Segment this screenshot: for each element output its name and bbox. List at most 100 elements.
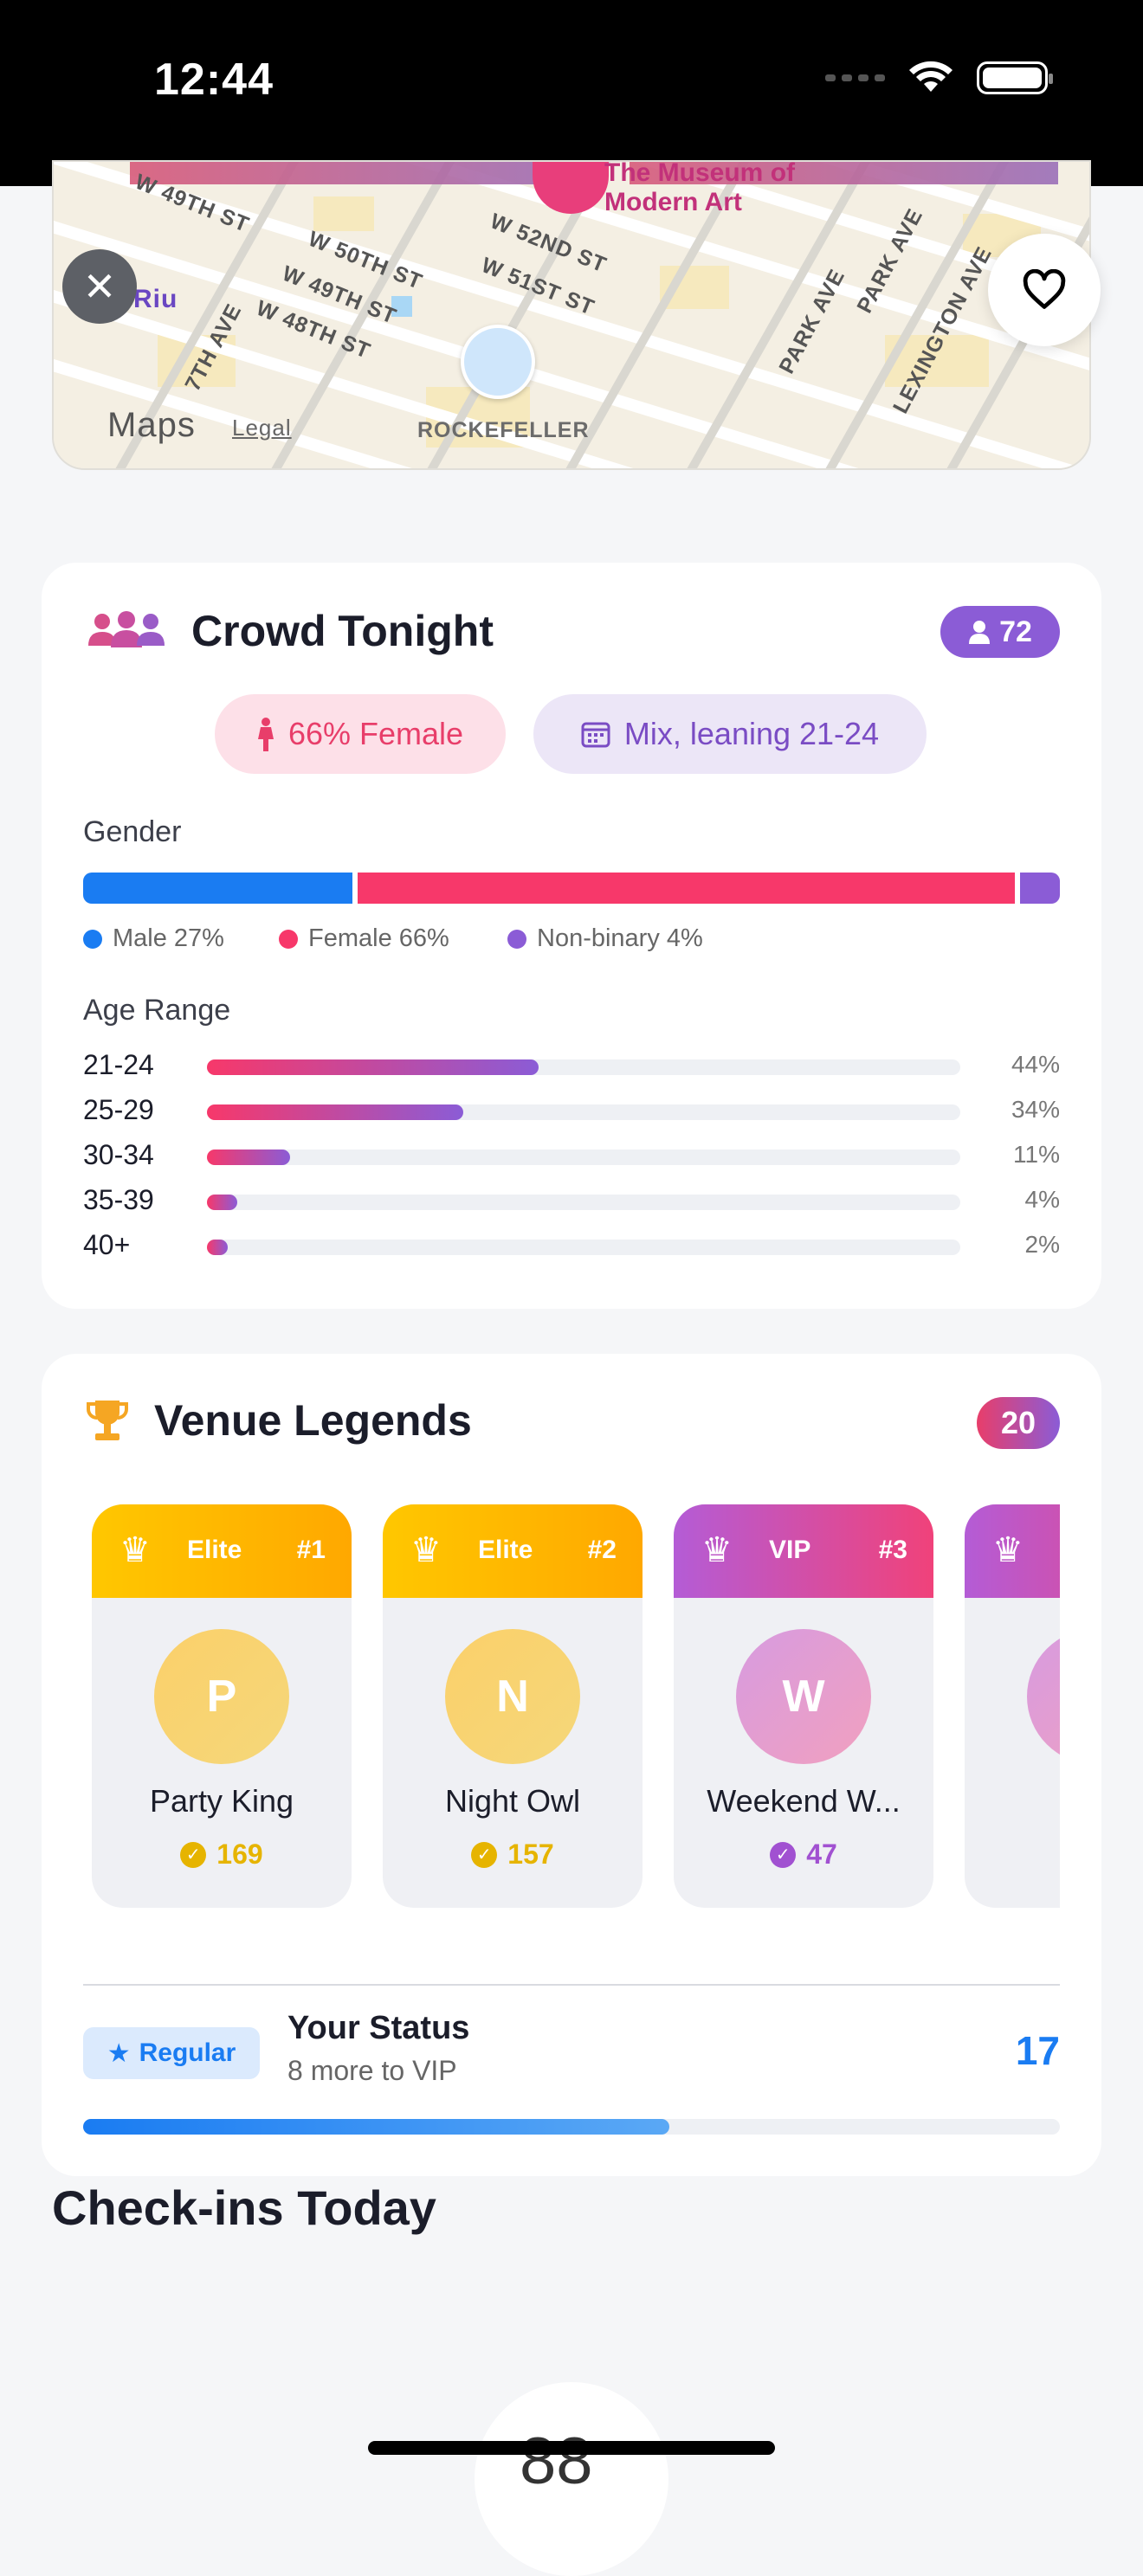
checkins-value: 88: [520, 2425, 593, 2498]
legend-card-header: ♛ Elite #2: [383, 1504, 643, 1598]
calendar-icon: [581, 722, 610, 748]
legend-score: ✓ 169: [92, 1839, 352, 1871]
nonbinary-dot: [507, 929, 526, 949]
legend-name: B: [965, 1783, 1060, 1819]
age-bar-track: [207, 1150, 960, 1165]
legend-score: ✓ 157: [383, 1839, 643, 1871]
legends-strip: ♛ Elite #1 P Party King ✓ 169 ♛ Elite #2 N Night Ow…: [92, 1504, 1060, 1911]
gender-segment-female: [357, 873, 1015, 904]
venue-map[interactable]: The Museum of Modern Art Riu W 49TH ST W…: [52, 160, 1091, 470]
legends-card: Venue Legends 20 ♛ Elite #1 P Party King ✓ 169…: [42, 1354, 1101, 2176]
legal-link[interactable]: Legal: [232, 415, 292, 441]
group-icon: [88, 611, 165, 647]
avatar: P: [154, 1629, 289, 1764]
crowd-card: Crowd Tonight 72 66% Female Mix, leaning…: [42, 563, 1101, 1309]
status-progress-track: [83, 2119, 1060, 2135]
avatar: N: [445, 1629, 580, 1764]
legend-score: ✓ 47: [674, 1839, 933, 1871]
trophy-icon: [87, 1401, 128, 1440]
legend-card[interactable]: ♛ VIP #3 W Weekend W... ✓ 47: [674, 1504, 933, 1908]
female-dot: [279, 929, 298, 949]
age-chip: Mix, leaning 21-24: [533, 694, 927, 774]
signal-icon: [825, 74, 885, 81]
museum-label[interactable]: The Museum of Modern Art: [604, 160, 796, 216]
checkins-title: Check-ins Today: [52, 2180, 436, 2235]
gender-segment-non-binary: [1019, 873, 1060, 904]
legend-tier: VIP: [769, 1536, 811, 1564]
avatar: [1027, 1629, 1060, 1764]
age-range-label-4: 40+: [83, 1229, 131, 1260]
age-bar-fill: [207, 1195, 237, 1210]
poi-left-label: Riu: [133, 285, 178, 313]
legend-nonbinary: Non-binary 4%: [507, 924, 703, 953]
legend-name: Party King: [149, 1783, 294, 1819]
status-progress-fill: [83, 2119, 669, 2135]
age-range-label-3: 35-39: [83, 1184, 154, 1215]
age-bar-track: [207, 1195, 960, 1210]
favorite-button[interactable]: [988, 234, 1101, 346]
crowd-title: Crowd Tonight: [191, 607, 494, 655]
legend-card-header: ♛ VIP #3: [674, 1504, 933, 1598]
close-button[interactable]: ✕: [62, 249, 137, 324]
crown-icon: ♛: [701, 1531, 733, 1569]
avatar: W: [736, 1629, 871, 1764]
maps-brand: Maps: [107, 406, 196, 444]
gender-label: Gender: [83, 815, 182, 848]
female-chip: 66% Female: [215, 694, 506, 774]
female-icon: [257, 718, 274, 751]
wifi-icon: [909, 61, 953, 92]
status-count: 17: [1015, 2028, 1060, 2073]
age-range-label-1: 25-29: [83, 1094, 154, 1125]
legend-card[interactable]: ♛B: [965, 1504, 1060, 1908]
your-status-subtitle: 8 more to VIP: [287, 2055, 457, 2086]
legend-rank: #3: [878, 1536, 907, 1564]
landmark-icon[interactable]: [461, 325, 535, 399]
status-time: 12:44: [154, 55, 274, 105]
person-icon: [969, 621, 991, 644]
crown-icon: ♛: [119, 1531, 151, 1569]
age-bar-fill: [207, 1240, 228, 1255]
age-range-label: Age Range: [83, 994, 231, 1027]
legends-carousel[interactable]: ♛ Elite #1 P Party King ✓ 169 ♛ Elite #2 N Night Ow…: [92, 1504, 1060, 1911]
check-icon: ✓: [180, 1841, 207, 1868]
check-icon: ✓: [471, 1841, 498, 1868]
gender-bar: [83, 873, 1060, 904]
legend-tier: Elite: [478, 1536, 533, 1564]
legend-name: Weekend W...: [707, 1783, 901, 1819]
legend-card[interactable]: ♛ Elite #1 P Party King ✓ 169: [92, 1504, 352, 1908]
age-bar-fill: [207, 1104, 463, 1120]
legend-card[interactable]: ♛ Elite #2 N Night Owl ✓ 157: [383, 1504, 643, 1908]
legends-count-badge: 20: [977, 1397, 1060, 1449]
crowd-count-badge: 72: [940, 606, 1060, 658]
age-range-label-2: 30-34: [83, 1139, 154, 1170]
age-percent-2: 11%: [1013, 1141, 1060, 1168]
gender-segment-male: [83, 873, 352, 904]
status-icons: [825, 61, 1053, 95]
legend-rank: #1: [296, 1536, 326, 1564]
age-percent-3: 4%: [1024, 1186, 1060, 1213]
divider: [83, 1984, 1060, 1986]
landmark-label: ROCKEFELLER: [417, 418, 590, 442]
legends-title: Venue Legends: [154, 1396, 472, 1445]
legend-score-value: 157: [507, 1839, 554, 1870]
legend-name: Night Owl: [444, 1783, 581, 1819]
age-bar-track: [207, 1059, 960, 1075]
status-bar: 12:44: [0, 0, 1143, 186]
star-icon: ★: [107, 2038, 131, 2068]
age-bar-fill: [207, 1150, 290, 1165]
legend-card-header: ♛ Elite #1: [92, 1504, 352, 1598]
battery-icon: [977, 61, 1053, 94]
status-badge: ★ Regular: [83, 2027, 260, 2079]
check-icon: ✓: [770, 1841, 797, 1868]
heart-icon: [1023, 269, 1066, 309]
legend-rank: #2: [587, 1536, 617, 1564]
map-top-strip: [130, 162, 597, 184]
male-dot: [83, 929, 102, 949]
age-bar-track: [207, 1104, 960, 1120]
legend-female: Female 66%: [279, 924, 449, 953]
map-top-strip-right: [630, 162, 1058, 184]
close-icon: ✕: [82, 264, 117, 309]
legend-score-value: 47: [806, 1839, 837, 1870]
age-bar-track: [207, 1240, 960, 1255]
home-indicator: [368, 2441, 775, 2455]
